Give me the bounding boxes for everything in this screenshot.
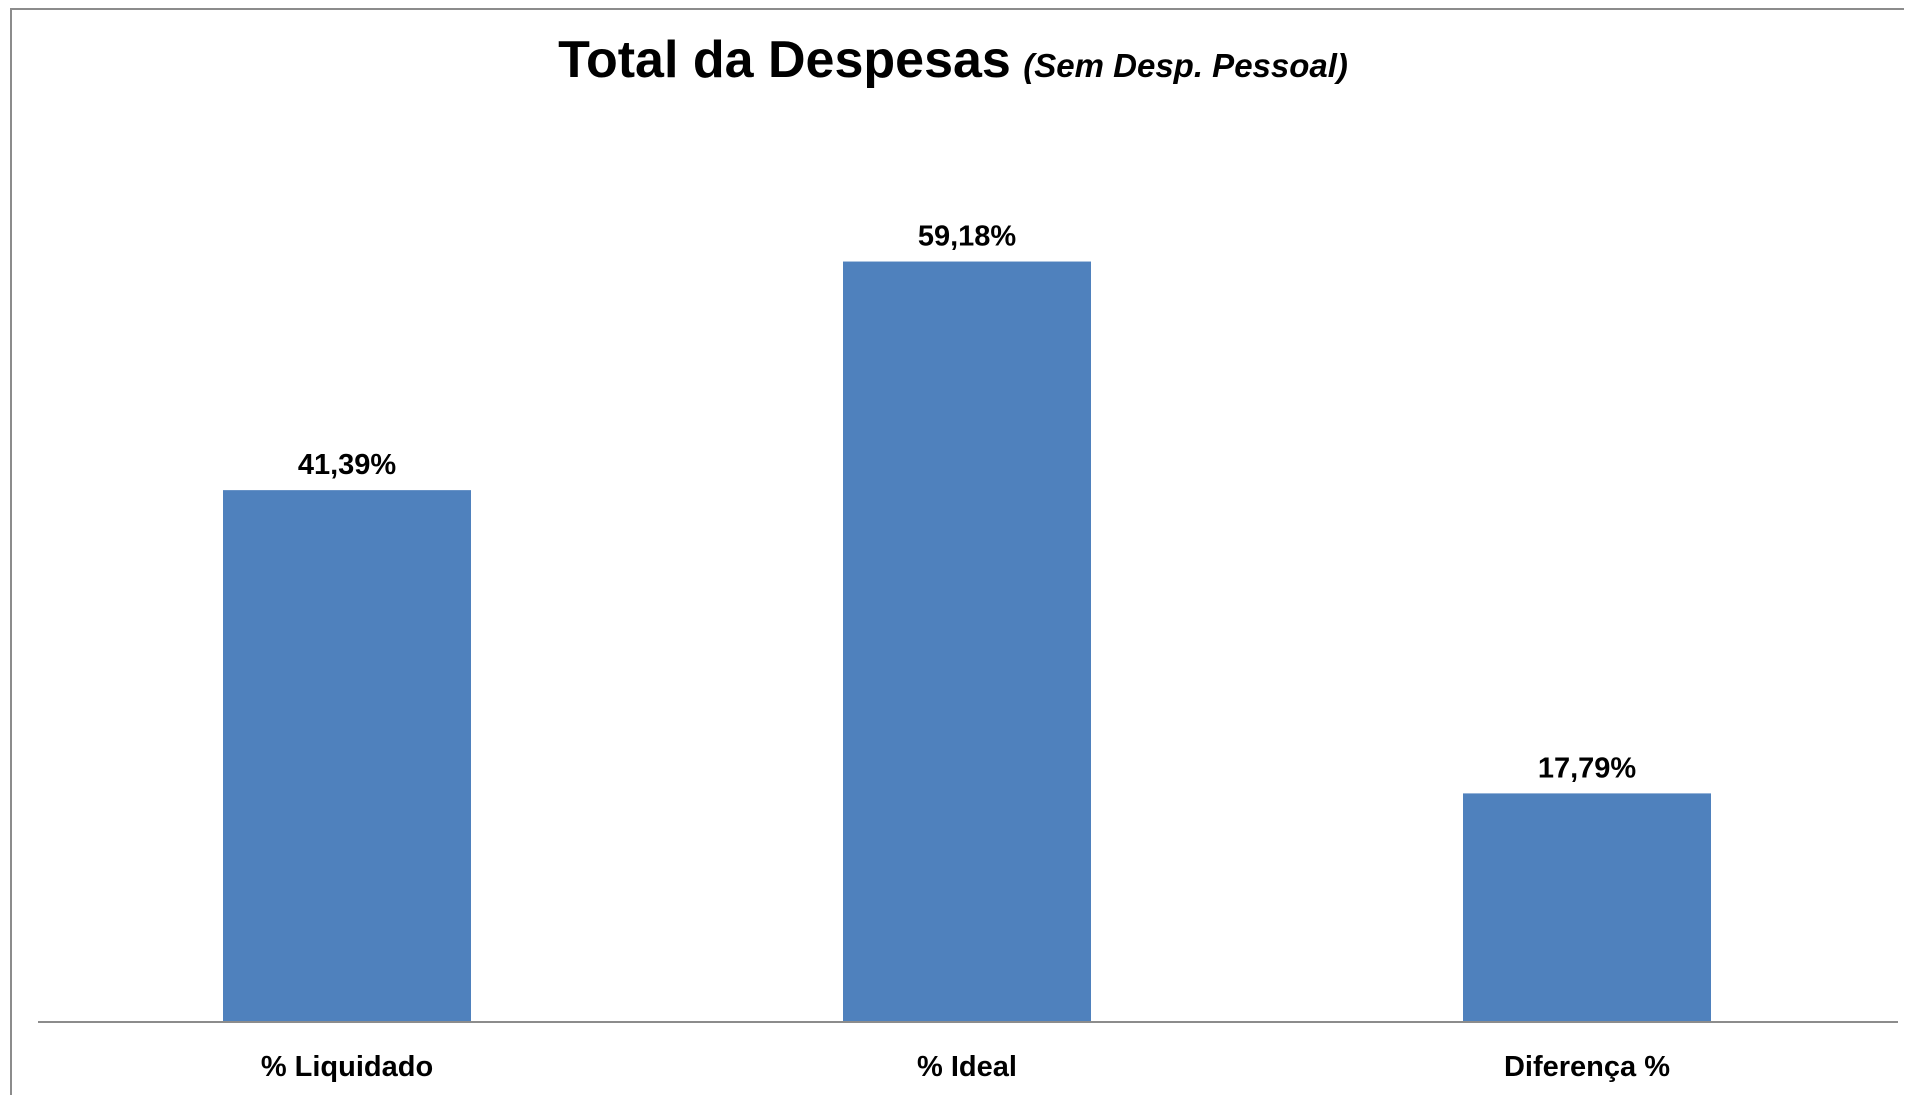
category-label-1: % Ideal	[917, 1051, 1017, 1083]
data-label-1: 59,18%	[918, 221, 1017, 253]
chart-title: Total da Despesas (Sem Desp. Pessoal)	[0, 30, 1906, 90]
bars-layer	[223, 261, 1711, 1022]
bar-0	[223, 490, 471, 1022]
bar-1	[843, 261, 1091, 1022]
bar-2	[1463, 793, 1711, 1022]
labels-layer: 41,39% % Liquidado 59,18% % Ideal 17,79% Dife…	[261, 221, 1670, 1083]
category-label-2: Diferença %	[1504, 1051, 1670, 1083]
data-label-2: 17,79%	[1538, 752, 1637, 784]
chart-subtitle: (Sem Desp. Pessoal)	[1023, 47, 1348, 84]
data-label-0: 41,39%	[298, 449, 397, 481]
chart-title-main: Total da Despesas	[558, 31, 1011, 89]
category-label-0: % Liquidado	[261, 1051, 433, 1083]
